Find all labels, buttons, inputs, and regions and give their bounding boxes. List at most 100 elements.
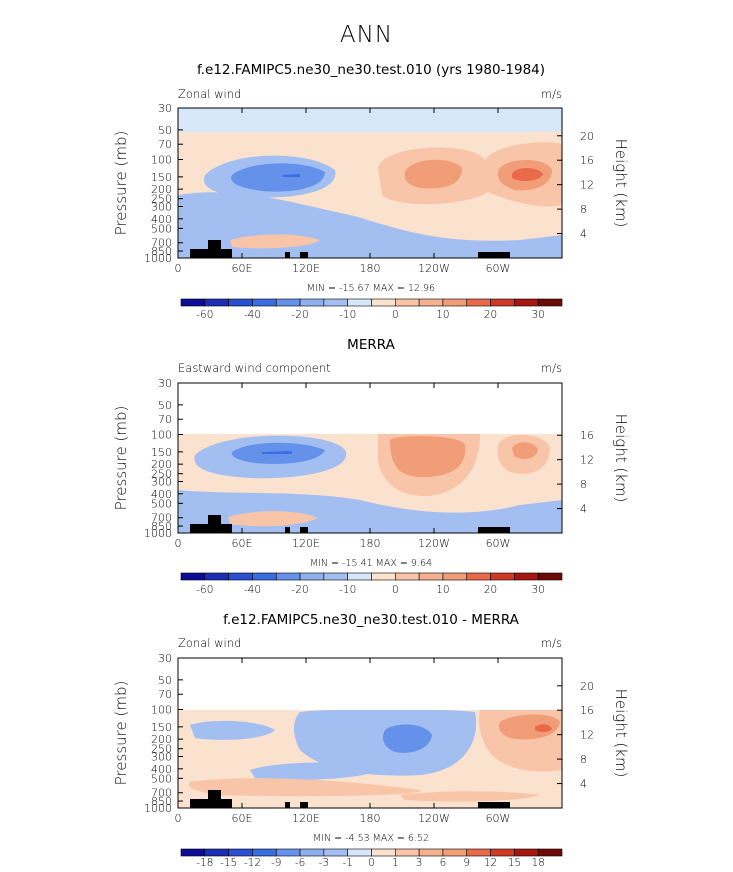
colorbar-box — [252, 298, 277, 307]
colorbar-box — [418, 572, 444, 581]
y-tick-label: 100 — [151, 429, 172, 442]
topography — [221, 524, 232, 533]
colorbar-label: 30 — [532, 584, 545, 596]
y2-tick-label: 4 — [580, 228, 587, 241]
y-tick-label: 50 — [158, 399, 172, 412]
topography — [208, 240, 221, 258]
topography — [190, 249, 208, 258]
right-string: m/s — [541, 636, 562, 650]
colorbar-label: 20 — [484, 309, 497, 321]
colorbar-label: -60 — [196, 584, 213, 596]
panel-3: f.e12.FAMIPC5.ne30_ne30.test.010 - MERRA… — [112, 612, 630, 869]
panel-title: MERRA — [347, 337, 395, 353]
x-tick-label: 180 — [360, 812, 381, 825]
colorbar-box — [442, 572, 468, 581]
y-tick-label: 200 — [151, 183, 172, 196]
topography — [221, 799, 232, 808]
colorbar-box — [442, 298, 468, 307]
topography — [300, 802, 308, 808]
y-tick-label: 300 — [151, 750, 172, 763]
contour-fill — [535, 724, 552, 733]
colorbar-label: 15 — [508, 857, 521, 869]
y2-tick-label: 16 — [580, 429, 594, 442]
colorbar-label: 1 — [392, 857, 399, 869]
contour-fill — [282, 174, 300, 177]
colorbar-box — [275, 298, 301, 307]
y2-tick-label: 8 — [580, 753, 587, 766]
topography — [300, 527, 308, 533]
colorbar-box — [323, 572, 348, 581]
colorbar-box — [228, 848, 253, 857]
topography — [478, 252, 510, 258]
colorbar-label: 9 — [463, 857, 470, 869]
contour-fill — [250, 762, 380, 780]
colorbar-box — [323, 298, 348, 307]
y-tick-label: 400 — [151, 763, 172, 776]
y-tick-label: 1000 — [144, 252, 172, 265]
colorbar-box — [204, 572, 229, 581]
colorbar-box — [228, 298, 253, 307]
y-axis-label: Pressure (mb) — [112, 681, 130, 786]
topography — [208, 515, 221, 533]
colorbar-label: -18 — [196, 857, 213, 869]
colorbar-box — [514, 572, 539, 581]
colorbar-box — [371, 848, 396, 857]
x-tick-label: 120E — [292, 537, 320, 550]
y-tick-label: 30 — [158, 377, 172, 390]
colorbar-label: 10 — [436, 584, 449, 596]
colorbar-label: -12 — [244, 857, 261, 869]
right-string: m/s — [541, 87, 562, 101]
contour-fill — [378, 142, 562, 207]
colorbar-label: 6 — [440, 857, 447, 869]
topography — [190, 799, 208, 808]
x-tick-label: 180 — [360, 262, 381, 275]
colorbar-box — [180, 572, 206, 581]
colorbar-box — [442, 848, 468, 857]
topography — [221, 249, 232, 258]
colorbar-box — [514, 298, 539, 307]
y-tick-label: 300 — [151, 475, 172, 488]
colorbar-box — [323, 848, 348, 857]
y-tick-label: 700 — [151, 237, 172, 250]
x-tick-label: 60W — [486, 812, 511, 825]
y2-tick-label: 8 — [580, 478, 587, 491]
colorbar-box — [395, 572, 420, 581]
y-tick-label: 400 — [151, 213, 172, 226]
x-tick-label: 60E — [232, 262, 253, 275]
colorbar-box — [275, 848, 301, 857]
y2-tick-label: 12 — [580, 179, 594, 192]
colorbar-label: 20 — [484, 584, 497, 596]
colorbar-box — [275, 572, 301, 581]
topography — [208, 790, 221, 808]
y-tick-label: 50 — [158, 124, 172, 137]
colorbar-box — [180, 298, 206, 307]
colorbar-box — [490, 848, 515, 857]
y-tick-label: 500 — [151, 497, 172, 510]
contour-fill — [512, 168, 543, 182]
colorbar-label: 12 — [484, 857, 497, 869]
colorbar-box — [299, 848, 325, 857]
y-tick-label: 100 — [151, 704, 172, 717]
y-tick-label: 250 — [151, 468, 172, 481]
colorbar-box — [418, 848, 444, 857]
x-tick-label: 120W — [418, 537, 450, 550]
topography — [285, 802, 290, 808]
y-tick-label: 150 — [151, 446, 172, 459]
contour-fill — [188, 778, 421, 797]
colorbar-box — [204, 298, 229, 307]
x-tick-label: 180 — [360, 537, 381, 550]
left-string: Zonal wind — [178, 636, 241, 650]
y-tick-label: 70 — [158, 688, 172, 701]
y-tick-label: 30 — [158, 652, 172, 665]
colorbar-box — [252, 572, 277, 581]
colorbar-box — [490, 572, 515, 581]
y2-tick-label: 16 — [580, 154, 594, 167]
colorbar-label: -10 — [339, 584, 356, 596]
y-tick-label: 850 — [151, 245, 172, 258]
y2-axis-label: Height (km) — [612, 689, 630, 778]
figure-title: ANN — [339, 22, 394, 48]
topography — [285, 527, 290, 533]
y2-axis-label: Height (km) — [612, 139, 630, 228]
colorbar-box — [299, 572, 325, 581]
